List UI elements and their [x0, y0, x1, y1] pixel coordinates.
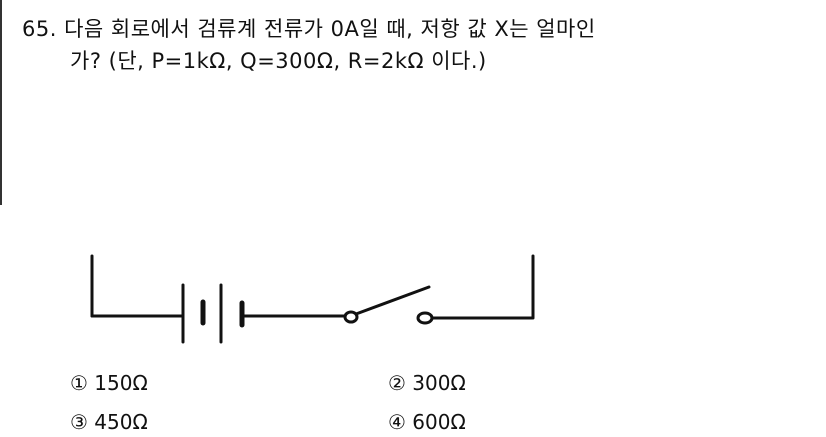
- option-text: 600Ω: [412, 410, 466, 434]
- question-line-2: 가? (단, P=1kΩ, Q=300Ω, R=2kΩ 이다.): [70, 49, 487, 73]
- left-wire: [90, 254, 184, 318]
- option-text: 300Ω: [412, 371, 466, 395]
- question-text: 다음 회로에서 검류계 전류가 0A일 때, 저항 값 X는 얼마인: [64, 17, 596, 41]
- option-marker: ①: [70, 371, 88, 395]
- question-number: 65.: [22, 17, 57, 41]
- switch-icon: [343, 285, 434, 325]
- option-3[interactable]: ③ 450Ω: [70, 410, 148, 434]
- option-marker: ②: [388, 371, 406, 395]
- option-marker: ④: [388, 410, 406, 434]
- battery-icon: [181, 283, 245, 344]
- option-marker: ③: [70, 410, 88, 434]
- right-wire: [430, 254, 535, 320]
- page-border: [0, 0, 2, 205]
- question-line-1: 65. 다음 회로에서 검류계 전류가 0A일 때, 저항 값 X는 얼마인: [22, 13, 596, 45]
- option-text: 150Ω: [94, 371, 148, 395]
- option-2[interactable]: ② 300Ω: [388, 371, 466, 395]
- option-1[interactable]: ① 150Ω: [70, 371, 148, 395]
- option-4[interactable]: ④ 600Ω: [388, 410, 466, 434]
- option-text: 450Ω: [94, 410, 148, 434]
